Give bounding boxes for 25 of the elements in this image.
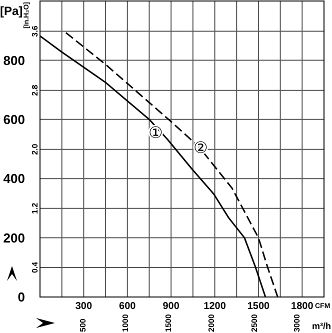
x2-tick-label: 3000 bbox=[292, 314, 302, 332]
x2-tick-label: 1500 bbox=[164, 314, 174, 332]
x2-axis-title: m³/h bbox=[312, 321, 331, 331]
y2-tick-label: 2.8 bbox=[30, 84, 40, 96]
x2-tick-label: 2000 bbox=[206, 314, 216, 332]
y-axis-title: [Pa] bbox=[0, 4, 23, 18]
y-tick-label: 0 bbox=[18, 290, 25, 305]
y2-tick-label: 3.6 bbox=[30, 25, 40, 37]
y-tick-label: 600 bbox=[3, 112, 25, 128]
series-label: ① bbox=[148, 125, 163, 142]
x-tick-label: 900 bbox=[162, 301, 180, 312]
x2-tick-label: 2500 bbox=[250, 314, 259, 332]
y2-tick-label: 2.0 bbox=[30, 143, 40, 155]
y2-tick-label: 1.2 bbox=[30, 202, 40, 214]
x-tick-label: 1500 bbox=[247, 301, 270, 312]
x2-tick-label: 1000 bbox=[121, 314, 130, 332]
x-tick-label: 1800 bbox=[291, 301, 314, 312]
x2-tick-label: 500 bbox=[78, 318, 88, 332]
x-tick-label: 600 bbox=[119, 301, 136, 312]
y2-tick-label: 0.4 bbox=[30, 261, 40, 274]
y-tick-label: 400 bbox=[3, 171, 25, 186]
y-tick-label: 200 bbox=[3, 230, 25, 246]
x-tick-label: 300 bbox=[75, 301, 92, 312]
x-tick-label: 1200 bbox=[204, 301, 226, 312]
y-tick-label: 800 bbox=[3, 52, 25, 68]
